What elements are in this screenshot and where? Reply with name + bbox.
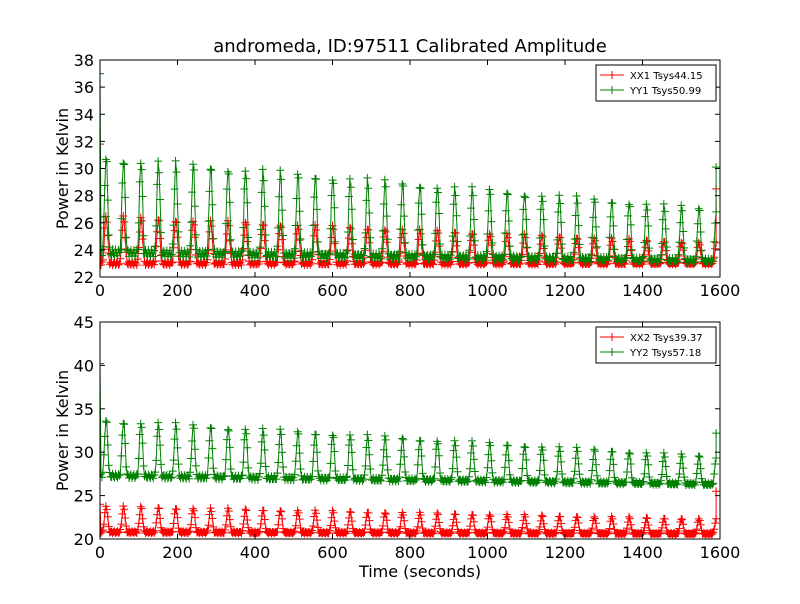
legend-box	[595, 64, 717, 102]
legend-marker	[608, 333, 616, 341]
y-axis-label: Power in Kelvin	[53, 370, 72, 491]
legend-marker	[608, 71, 616, 79]
x-tick-label: 800	[395, 543, 426, 562]
series-yy2	[100, 359, 720, 490]
series-markers	[100, 69, 720, 267]
x-tick-label: 400	[240, 281, 271, 300]
legend-item: XX2 Tsys39.37	[600, 333, 703, 344]
y-tick-label: 25	[74, 487, 94, 506]
y-tick-label: 22	[74, 268, 94, 287]
series-xx2	[100, 487, 720, 539]
x-tick-label: 1600	[700, 543, 741, 562]
y-tick-label: 45	[74, 313, 94, 332]
plot-area	[100, 69, 720, 270]
x-tick-label: 1200	[545, 281, 586, 300]
y-tick-label: 30	[74, 443, 94, 462]
x-tick-label: 1200	[545, 543, 586, 562]
y-tick-label: 30	[74, 160, 94, 179]
legend: XX1 Tsys44.15 YY1 Tsys50.99	[595, 64, 717, 102]
x-tick-label: 1400	[622, 543, 663, 562]
y-tick-label: 24	[74, 241, 94, 260]
y-tick-label: 20	[74, 530, 94, 549]
legend-label: YY2 Tsys57.18	[629, 348, 701, 359]
x-tick-label: 800	[395, 281, 426, 300]
series-yy1	[100, 69, 720, 267]
y-tick-label: 34	[74, 105, 94, 124]
y-tick-label: 26	[74, 214, 94, 233]
legend-item: YY2 Tsys57.18	[600, 348, 701, 359]
x-tick-label: 400	[240, 543, 271, 562]
x-tick-label: 1000	[467, 281, 508, 300]
x-tick-label: 0	[95, 281, 105, 300]
plots-layer: 0 200 400 600 800 1000 1200 1400 160022242628303…	[53, 51, 740, 581]
x-tick-label: 1400	[622, 281, 663, 300]
y-tick-label: 38	[74, 51, 94, 70]
series-markers	[100, 359, 720, 490]
plot-panel-1: 0 200 400 600 800 1000 1200 1400 1600 22 24 26 28 30 3…	[53, 51, 740, 300]
y-axis-label: Power in Kelvin	[53, 108, 72, 229]
legend-item: XX1 Tsys44.15	[600, 71, 703, 82]
y-tick-label: 36	[74, 78, 94, 97]
plot-panel-2: 0 200 400 600 800 1000 1200 1400 1600 20 25 30 35 40 4…	[53, 313, 740, 581]
legend-marker	[608, 348, 616, 356]
y-tick-label: 28	[74, 187, 94, 206]
x-tick-label: 1600	[700, 281, 741, 300]
y-tick-label: 40	[74, 356, 94, 375]
x-axis-label: Time (seconds)	[358, 562, 481, 581]
legend-marker	[608, 86, 616, 94]
y-tick-label: 35	[74, 400, 94, 419]
legend-label: YY1 Tsys50.99	[629, 86, 701, 97]
series-markers	[100, 487, 720, 539]
x-tick-label: 200	[162, 281, 193, 300]
x-tick-label: 600	[317, 543, 348, 562]
x-tick-label: 200	[162, 543, 193, 562]
legend-label: XX2 Tsys39.37	[630, 333, 703, 344]
legend: XX2 Tsys39.37 YY2 Tsys57.18	[595, 326, 717, 364]
x-tick-label: 1000	[467, 543, 508, 562]
chart-title: andromeda, ID:97511 Calibrated Amplitude	[213, 36, 607, 57]
y-tick-label: 32	[74, 132, 94, 151]
legend-label: XX1 Tsys44.15	[630, 71, 703, 82]
legend-box	[595, 326, 717, 364]
x-tick-label: 0	[95, 543, 105, 562]
legend-item: YY1 Tsys50.99	[600, 86, 701, 97]
plot-area	[100, 359, 720, 539]
x-tick-label: 600	[317, 281, 348, 300]
